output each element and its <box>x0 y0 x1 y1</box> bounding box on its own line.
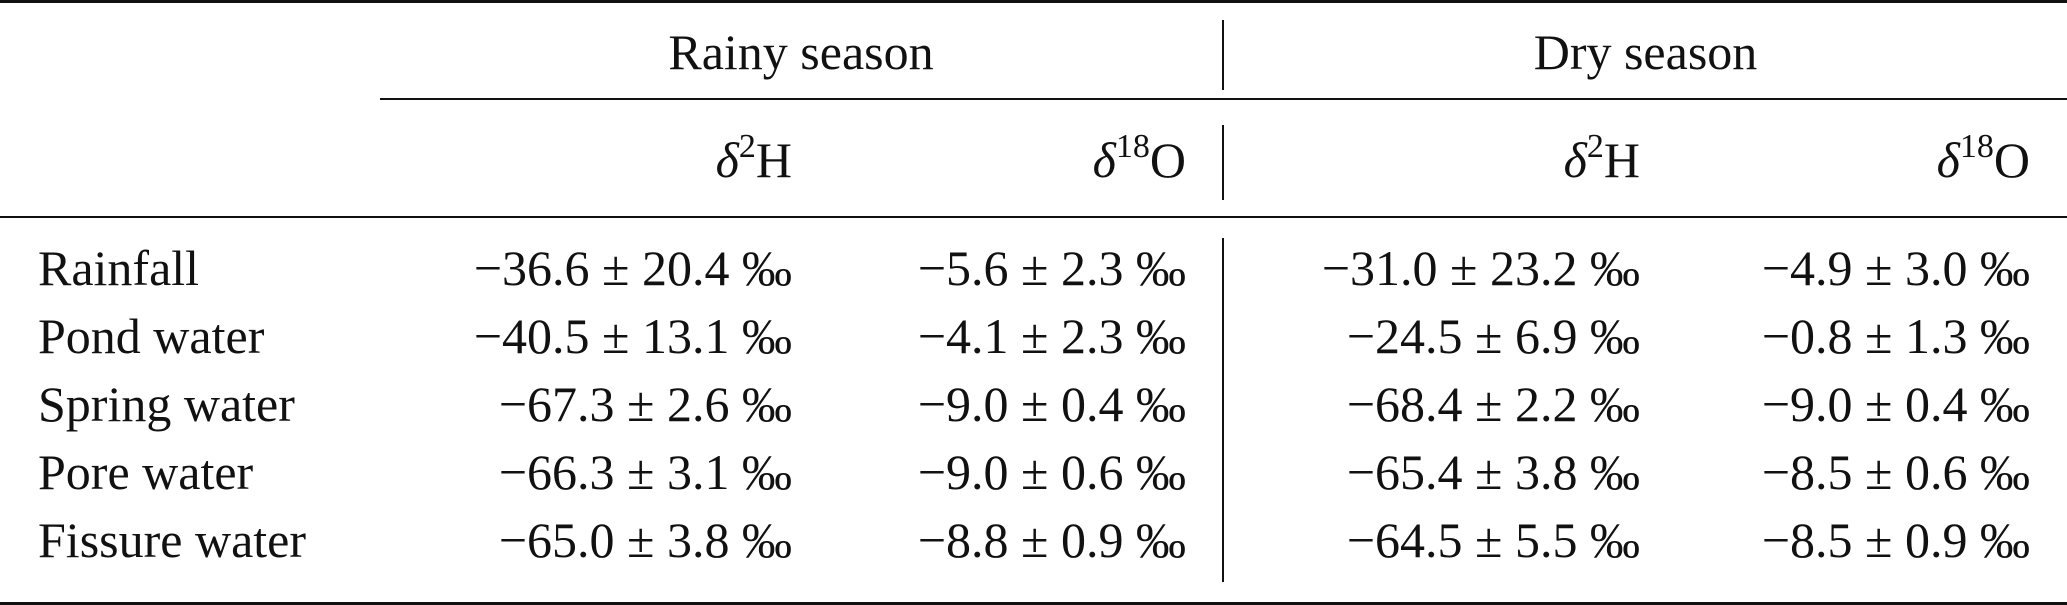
table-cell: −66.3 ± 3.1 ‰ <box>498 444 792 500</box>
table-cell: −24.5 ± 6.9 ‰ <box>1346 308 1640 364</box>
table-cell: −65.0 ± 3.8 ‰ <box>498 512 792 568</box>
column-separator <box>1222 238 1224 582</box>
row-label: Pond water <box>38 308 265 364</box>
table-cell: −68.4 ± 2.2 ‰ <box>1346 376 1640 432</box>
top-rule <box>0 0 2067 3</box>
table-cell: −67.3 ± 2.6 ‰ <box>498 376 792 432</box>
table-cell: −40.5 ± 13.1 ‰ <box>473 308 792 364</box>
table-cell: −64.5 ± 5.5 ‰ <box>1346 512 1640 568</box>
table-cell: −8.5 ± 0.6 ‰ <box>1761 444 2030 500</box>
subheader-dry-d2h: δ2H <box>1563 128 1640 188</box>
table-cell: −5.6 ± 2.3 ‰ <box>917 240 1186 296</box>
subheader-dry-d18o: δ18O <box>1936 128 2030 188</box>
table-cell: −9.0 ± 0.6 ‰ <box>917 444 1186 500</box>
group-underline <box>380 98 2067 100</box>
column-separator <box>1222 20 1224 90</box>
header-rule <box>0 216 2067 218</box>
group-header-rainy: Rainy season <box>668 24 934 80</box>
row-label: Pore water <box>38 444 254 500</box>
table-cell: −31.0 ± 23.2 ‰ <box>1321 240 1640 296</box>
table-cell: −8.5 ± 0.9 ‰ <box>1761 512 2030 568</box>
table-cell: −4.9 ± 3.0 ‰ <box>1761 240 2030 296</box>
row-label: Spring water <box>38 376 295 432</box>
table-cell: −8.8 ± 0.9 ‰ <box>917 512 1186 568</box>
table-cell: −4.1 ± 2.3 ‰ <box>917 308 1186 364</box>
group-header-dry: Dry season <box>1533 24 1758 80</box>
subheader-rainy-d2h: δ2H <box>715 128 792 188</box>
column-separator <box>1222 125 1224 200</box>
table-cell: −65.4 ± 3.8 ‰ <box>1346 444 1640 500</box>
row-label: Fissure water <box>38 512 306 568</box>
table-cell: −9.0 ± 0.4 ‰ <box>1761 376 2030 432</box>
table-cell: −36.6 ± 20.4 ‰ <box>473 240 792 296</box>
table-cell: −9.0 ± 0.4 ‰ <box>917 376 1186 432</box>
table-cell: −0.8 ± 1.3 ‰ <box>1761 308 2030 364</box>
bottom-rule <box>0 602 2067 605</box>
subheader-rainy-d18o: δ18O <box>1092 128 1186 188</box>
row-label: Rainfall <box>38 240 200 296</box>
